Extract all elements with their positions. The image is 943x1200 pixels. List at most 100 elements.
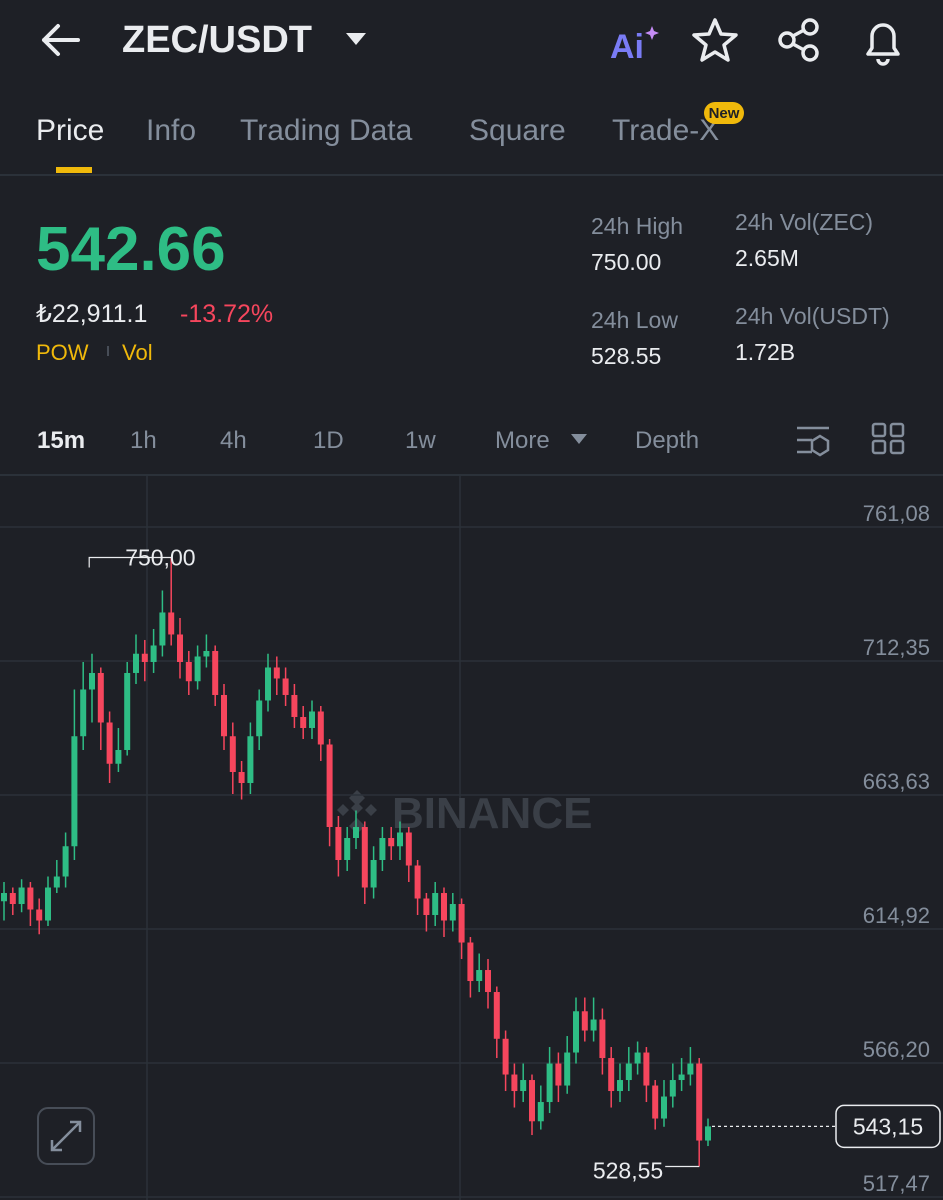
high-leader bbox=[88, 556, 172, 568]
candle-body bbox=[669, 1080, 676, 1097]
candle-body bbox=[537, 1102, 544, 1122]
stat-value: 528.55 bbox=[591, 343, 661, 369]
candle-body bbox=[423, 898, 430, 916]
price-change: -13.72% bbox=[180, 300, 273, 328]
fiat-price: ₺22,911.1 bbox=[36, 300, 147, 328]
candle-body bbox=[256, 700, 263, 737]
tag[interactable]: Vol bbox=[122, 340, 153, 365]
ai-button[interactable]: Ai bbox=[610, 28, 644, 66]
stat-value: 750.00 bbox=[591, 249, 661, 275]
interval[interactable]: 15m bbox=[37, 427, 85, 454]
candle-body bbox=[625, 1063, 632, 1081]
candle-body bbox=[493, 992, 500, 1039]
candle-body bbox=[1, 893, 7, 902]
alert-button[interactable] bbox=[866, 23, 900, 66]
candle-body bbox=[705, 1126, 711, 1141]
candle-body bbox=[291, 694, 298, 717]
candle-body bbox=[634, 1052, 641, 1064]
watermark: BINANCE bbox=[392, 789, 592, 838]
candle-body bbox=[520, 1080, 527, 1092]
interval[interactable]: 4h bbox=[220, 427, 247, 454]
stat-label: 24h Vol(USDT) bbox=[735, 303, 890, 329]
candle-body bbox=[529, 1080, 535, 1122]
y-tick-label: 663,63 bbox=[863, 769, 930, 794]
more-dropdown[interactable] bbox=[571, 434, 587, 444]
candlestick-chart: 761,08 712,35 663,63 614,92 566,20 517,47 750,… bbox=[0, 501, 943, 1198]
tab[interactable]: Price bbox=[36, 114, 104, 147]
candle-body bbox=[485, 970, 491, 993]
candle-body bbox=[476, 970, 483, 982]
y-tick-label: 712,35 bbox=[863, 635, 930, 660]
candle-body bbox=[449, 904, 456, 921]
candle-body bbox=[317, 711, 324, 745]
candle-body bbox=[678, 1074, 685, 1081]
pair-dropdown[interactable] bbox=[346, 33, 366, 45]
candle-body bbox=[141, 653, 148, 662]
tag[interactable]: POW bbox=[36, 340, 89, 365]
tab[interactable]: Trading Data bbox=[240, 114, 413, 147]
candle-body bbox=[432, 893, 439, 916]
y-tick-label: 517,47 bbox=[863, 1171, 930, 1196]
candle-body bbox=[379, 838, 386, 861]
candle-body bbox=[53, 876, 60, 888]
interval-bar: 15m 1h 4h 1D 1w More Depth bbox=[37, 427, 699, 454]
candle-body bbox=[467, 942, 474, 982]
interval[interactable]: More bbox=[495, 427, 550, 454]
candle-body bbox=[564, 1052, 571, 1086]
layout-button[interactable] bbox=[871, 422, 905, 455]
back-button[interactable] bbox=[42, 24, 80, 56]
candle-body bbox=[608, 1058, 615, 1092]
candle-body bbox=[414, 865, 421, 899]
candle-body bbox=[106, 722, 113, 764]
last-price-box bbox=[835, 1104, 941, 1149]
candle-body bbox=[62, 846, 69, 877]
candle-body bbox=[247, 736, 254, 783]
candle-body bbox=[696, 1063, 703, 1141]
candle-body bbox=[80, 689, 87, 737]
candle-body bbox=[546, 1063, 553, 1103]
y-tick-label: 614,92 bbox=[863, 903, 930, 928]
candle-body bbox=[177, 634, 183, 662]
candle-body bbox=[617, 1080, 623, 1092]
candle-body bbox=[185, 661, 192, 682]
candle-body bbox=[458, 904, 465, 943]
candle-body bbox=[282, 678, 289, 695]
interval[interactable]: 1w bbox=[405, 427, 436, 454]
candle-body bbox=[643, 1052, 650, 1086]
stat-value: 2.65M bbox=[735, 245, 799, 271]
candle-body bbox=[370, 860, 377, 888]
stat-label: 24h Low bbox=[591, 307, 678, 333]
interval[interactable]: Depth bbox=[635, 427, 699, 454]
candle-body bbox=[159, 612, 166, 646]
candle-body bbox=[194, 656, 201, 682]
candle-body bbox=[326, 744, 333, 828]
candle-body bbox=[590, 1019, 597, 1031]
candle-body bbox=[265, 667, 271, 701]
interval[interactable]: 1h bbox=[130, 427, 157, 454]
share-button[interactable] bbox=[778, 18, 819, 62]
last-price: 542.66 bbox=[36, 215, 226, 284]
tab[interactable]: Trade-X bbox=[612, 114, 719, 147]
candle-body bbox=[45, 887, 51, 921]
interval[interactable]: 1D bbox=[313, 427, 344, 454]
new-badge bbox=[704, 102, 744, 124]
tab[interactable]: Square bbox=[469, 114, 566, 147]
tab[interactable]: Info bbox=[146, 114, 196, 147]
candle-body bbox=[687, 1063, 694, 1075]
candle-body bbox=[238, 771, 245, 783]
fullscreen-button[interactable] bbox=[37, 1107, 95, 1165]
candle-body bbox=[335, 827, 342, 861]
candle-body bbox=[273, 667, 280, 679]
candle-body bbox=[502, 1038, 509, 1075]
candle-body bbox=[18, 887, 25, 905]
candle-body bbox=[9, 893, 16, 905]
candle-body bbox=[405, 832, 412, 866]
favorite-button[interactable] bbox=[692, 18, 738, 62]
indicator-settings[interactable] bbox=[797, 426, 830, 457]
y-tick-label: 761,08 bbox=[863, 501, 930, 526]
candle-body bbox=[441, 893, 447, 921]
stat-label: 24h Vol(ZEC) bbox=[735, 209, 873, 235]
pair-title[interactable]: ZEC/USDT bbox=[122, 19, 312, 61]
candle-body bbox=[133, 653, 139, 673]
